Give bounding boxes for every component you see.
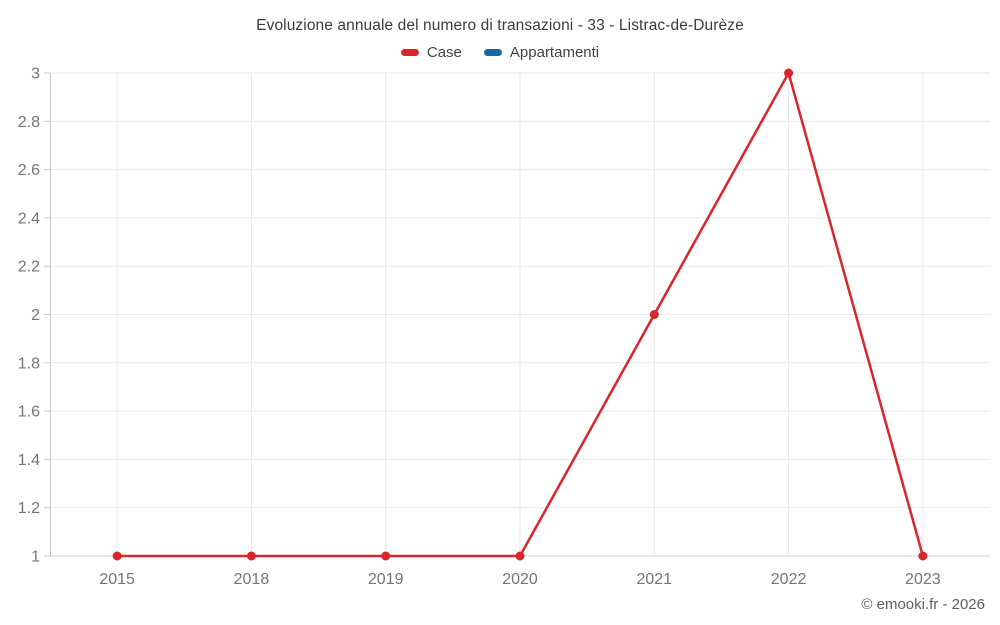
data-point-case-2022 — [784, 68, 794, 78]
copyright-text: © emooki.fr - 2026 — [861, 596, 985, 613]
chart-legend: Case Appartamenti — [0, 44, 1000, 61]
data-point-case-2023 — [918, 551, 928, 561]
data-point-case-2019 — [381, 551, 391, 561]
y-tick-label: 1.4 — [18, 452, 40, 469]
x-tick-label: 2022 — [771, 571, 807, 588]
x-tick-label: 2018 — [234, 571, 270, 588]
y-tick-label: 3 — [31, 66, 40, 83]
x-tick-label: 2019 — [368, 571, 404, 588]
y-tick-label: 2.2 — [18, 259, 40, 276]
data-point-case-2015 — [112, 551, 122, 561]
data-point-case-2020 — [515, 551, 525, 561]
y-tick-label: 2.6 — [18, 162, 40, 179]
y-tick-label: 2.8 — [18, 114, 40, 131]
data-point-case-2021 — [649, 310, 659, 319]
y-tick-label: 2 — [31, 307, 40, 324]
x-tick-label: 2023 — [905, 571, 941, 588]
legend-item-case[interactable]: Case — [400, 44, 462, 61]
legend-swatch-case — [400, 49, 419, 56]
y-tick-label: 1.8 — [18, 355, 40, 372]
y-tick-label: 1 — [31, 549, 40, 566]
legend-label: Appartamenti — [509, 44, 600, 61]
legend-swatch-appartamenti — [483, 49, 502, 56]
y-tick-label: 1.2 — [18, 500, 40, 517]
y-tick-label: 1.6 — [18, 404, 40, 421]
x-tick-label: 2015 — [99, 571, 135, 588]
x-tick-label: 2021 — [636, 571, 672, 588]
x-tick-label: 2020 — [502, 571, 538, 588]
legend-label: Case — [426, 44, 462, 61]
y-tick-label: 2.4 — [18, 210, 40, 227]
legend-item-appartamenti[interactable]: Appartamenti — [483, 44, 600, 61]
chart-title: Evoluzione annuale del numero di transaz… — [256, 17, 744, 34]
data-point-case-2018 — [246, 551, 256, 561]
